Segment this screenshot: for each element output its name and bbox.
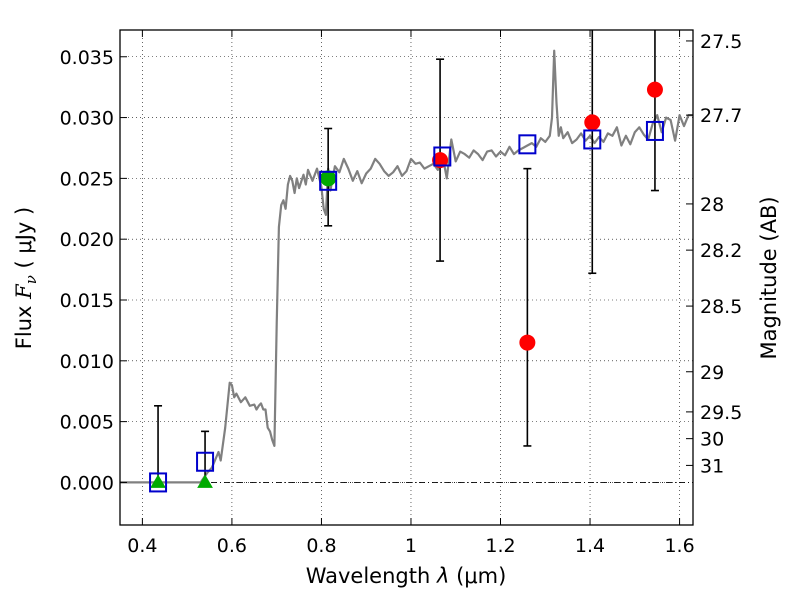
y-tick-label: 0.000 — [60, 472, 114, 494]
y-tick-label: 0.005 — [60, 412, 114, 434]
observed_optical-point — [320, 170, 337, 187]
model-photometry-square — [149, 472, 168, 493]
magnitude-tick-label: 30 — [700, 429, 724, 451]
model-photometry-square — [433, 146, 452, 167]
model-photometry-square — [319, 170, 338, 191]
observed_detection-point — [584, 114, 601, 131]
x-tick-label: 0.8 — [306, 535, 336, 557]
magnitude-tick-label: 28 — [700, 194, 724, 216]
x-tick-label: 1.4 — [575, 535, 605, 557]
magnitude-tick-label: 28.5 — [700, 296, 742, 318]
magnitude-tick-label: 29 — [700, 362, 724, 384]
y-tick-label: 0.020 — [60, 229, 114, 251]
magnitude-tick-label: 31 — [700, 455, 724, 477]
x-axis-label: Wavelength λ (μm) — [306, 564, 507, 588]
magnitude-axis-label: Magnitude (AB) — [757, 196, 781, 359]
y-tick-label: 0.025 — [60, 168, 114, 190]
grid — [120, 30, 693, 525]
model-photometry-square — [196, 451, 215, 472]
y-tick-label: 0.030 — [60, 108, 114, 130]
plot-frame — [119, 29, 694, 526]
plot-area — [120, 30, 693, 493]
model-photometry-square — [645, 120, 664, 141]
x-tick-label: 0.4 — [127, 535, 157, 557]
observed_detection-point — [432, 152, 449, 169]
magnitude-tick-label: 29.5 — [700, 402, 742, 424]
y-tick-label: 0.015 — [60, 290, 114, 312]
model-photometry-square — [518, 134, 537, 155]
upper-limit-triangle — [150, 474, 166, 488]
x-tick-label: 1.6 — [664, 535, 694, 557]
y-tick-label: 0.010 — [60, 351, 114, 373]
y-axis-label: Flux Fν ( μJy ) — [12, 207, 40, 349]
model-sed-line — [120, 49, 693, 484]
ticks: 0.4 0.6 0.8 1 1.2 1.4 1.6 0.000 0.005 0.010 0.015 0… — [60, 30, 742, 557]
upper-limit-triangle — [197, 474, 213, 488]
y-tick-label: 0.035 — [60, 47, 114, 69]
magnitude-tick-label: 27.7 — [700, 105, 742, 127]
magnitude-tick-label: 27.5 — [700, 31, 742, 53]
x-tick-label: 0.6 — [217, 535, 247, 557]
model-photometry-square — [583, 129, 602, 150]
magnitude-tick-label: 28.2 — [700, 240, 742, 262]
observed_detection-point — [646, 81, 663, 98]
x-tick-label: 1 — [405, 535, 417, 557]
observed_detection-point — [519, 334, 536, 351]
x-tick-label: 1.2 — [485, 535, 515, 557]
